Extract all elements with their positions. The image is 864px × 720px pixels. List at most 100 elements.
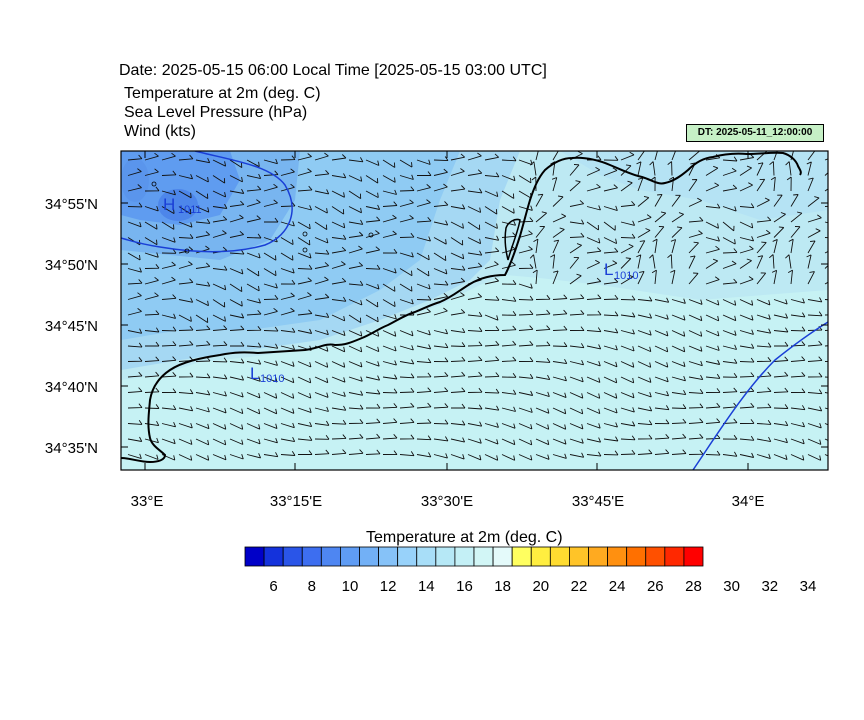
- wind-barb: [637, 240, 646, 254]
- wind-barb: [705, 258, 719, 269]
- wind-barb: [671, 226, 683, 238]
- wind-barb: [212, 190, 227, 198]
- wind-barb: [518, 357, 534, 362]
- wind-barb: [467, 221, 481, 230]
- wind-barb: [586, 259, 600, 269]
- wind-barb: [603, 311, 619, 317]
- wind-barb: [195, 454, 210, 461]
- wind-barb: [212, 314, 226, 322]
- wind-barb: [263, 423, 278, 430]
- wind-barb: [467, 262, 483, 269]
- map-frame: [120, 150, 829, 471]
- wind-barb: [127, 436, 143, 442]
- wind-barb: [195, 314, 209, 323]
- wind-barb: [807, 151, 816, 161]
- wind-barb: [331, 419, 347, 425]
- wind-barb: [212, 215, 228, 223]
- wind-barb: [671, 194, 681, 207]
- wind-barb: [127, 357, 143, 362]
- wind-barb: [773, 371, 789, 378]
- wind-barb: [127, 371, 143, 378]
- wind-barb: [654, 419, 670, 425]
- wind-barb: [769, 161, 775, 176]
- colorbar-swatch: [607, 546, 628, 567]
- wind-barb: [416, 159, 431, 165]
- wind-barb: [246, 326, 262, 331]
- wind-barb: [603, 205, 618, 212]
- wind-barb: [195, 158, 211, 164]
- wind-barb: [229, 358, 245, 364]
- colorbar-swatch: [340, 546, 360, 567]
- wind-barb: [416, 387, 432, 393]
- wind-barb: [433, 403, 449, 409]
- colorbar-swatch: [416, 546, 437, 567]
- wind-barb: [569, 294, 585, 300]
- wind-barb: [144, 404, 160, 409]
- wind-barb: [586, 451, 602, 457]
- wind-barb: [450, 237, 464, 246]
- wind-barb: [552, 438, 567, 445]
- wind-barb: [824, 407, 828, 410]
- wind-barb: [314, 189, 330, 195]
- wind-barb: [263, 252, 277, 261]
- wind-barb: [450, 387, 466, 393]
- wind-barb: [535, 341, 551, 347]
- wind-barb: [790, 312, 806, 318]
- wind-barb: [637, 361, 652, 368]
- wind-barb: [144, 292, 159, 300]
- wind-barb: [246, 233, 262, 239]
- wind-barb: [620, 392, 635, 399]
- wind-barb: [535, 151, 539, 161]
- wind-barb: [739, 419, 755, 424]
- wind-barb: [518, 283, 533, 289]
- wind-barb: [806, 161, 812, 176]
- wind-barb: [433, 436, 449, 442]
- wind-barb: [229, 325, 245, 331]
- wind-barb: [178, 233, 194, 239]
- wind-barb: [586, 221, 599, 231]
- wind-barb: [382, 201, 398, 207]
- wind-barb: [365, 159, 380, 166]
- wind-barb: [756, 255, 764, 269]
- wind-barb: [433, 343, 449, 349]
- wind-barb: [824, 423, 828, 426]
- wind-barb: [620, 345, 635, 352]
- wind-barb: [416, 236, 431, 242]
- wind-barb: [331, 173, 347, 179]
- wind-barb: [637, 434, 653, 440]
- wind-barb: [280, 307, 295, 316]
- wind-barb: [586, 344, 602, 350]
- wind-barb: [654, 391, 670, 397]
- wind-barb: [348, 299, 363, 306]
- wind-barb: [484, 326, 500, 331]
- wind-barb: [637, 228, 651, 238]
- colorbar-tick-label: 8: [308, 578, 316, 595]
- wind-barb: [756, 162, 764, 176]
- wind-barb: [773, 404, 789, 409]
- wind-barb: [530, 161, 537, 176]
- wind-barb: [806, 254, 812, 269]
- wind-barb: [705, 245, 720, 254]
- wind-barb: [671, 298, 686, 304]
- wind-barb: [314, 249, 330, 255]
- wind-barb: [824, 454, 828, 457]
- wind-barb: [467, 293, 482, 300]
- wind-barb: [467, 454, 482, 461]
- field-wind: Wind (kts): [124, 123, 196, 140]
- wind-barb: [671, 345, 686, 353]
- wind-barb: [790, 211, 803, 223]
- wind-barb: [297, 237, 311, 246]
- wind-barb: [399, 283, 413, 292]
- wind-barb: [722, 330, 737, 336]
- wind-barb: [416, 308, 431, 316]
- wind-barb: [807, 389, 823, 395]
- wind-barb: [722, 344, 738, 350]
- wind-barb: [705, 434, 721, 440]
- wind-barb: [161, 170, 177, 176]
- wind-barb: [824, 264, 828, 269]
- wind-barb: [552, 270, 559, 285]
- wind-barb: [297, 168, 312, 176]
- wind-barb: [739, 182, 753, 192]
- colorbar-swatch: [511, 546, 532, 567]
- wind-barb: [739, 165, 752, 176]
